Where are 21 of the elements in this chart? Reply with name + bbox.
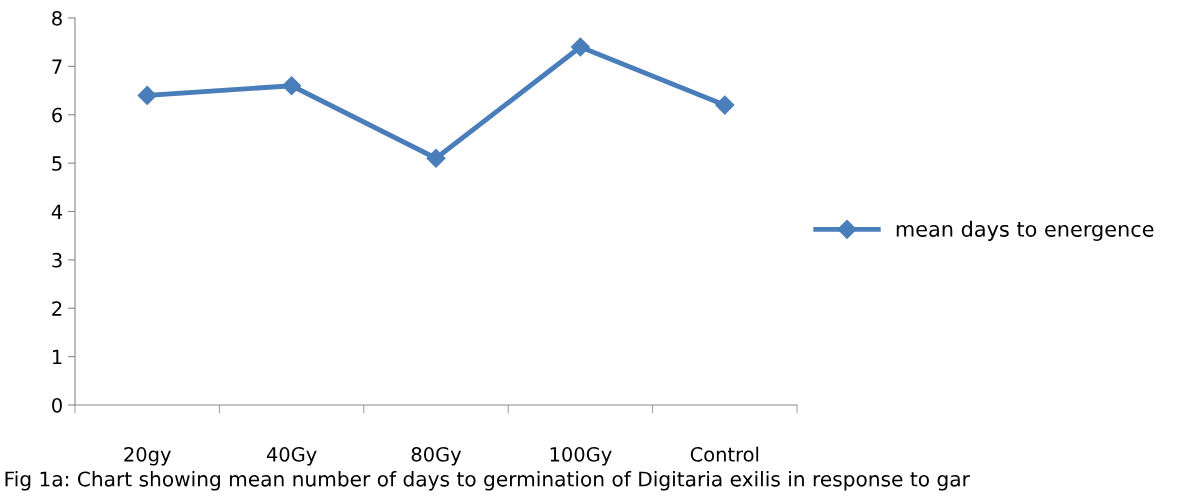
point — [282, 76, 302, 96]
legend-label: mean days to energence — [896, 220, 1154, 241]
caption: Fig 1a: Chart showing mean number of days to germination of Digitaria exilis in response to gar — [5, 471, 970, 491]
y-tick-label: 1 — [52, 349, 62, 365]
point — [426, 148, 446, 168]
y-tick-label: 7 — [52, 59, 62, 74]
point — [715, 95, 735, 115]
y-tick-label: 0 — [52, 397, 62, 413]
y-tick-label: 6 — [52, 107, 62, 123]
y-tick-label: 4 — [51, 204, 63, 219]
x-tick-label: 80Gy — [411, 447, 462, 466]
y-tick-label: 3 — [52, 252, 62, 268]
point — [570, 37, 590, 57]
y-tick-label: 5 — [52, 156, 62, 171]
x-tick-label: 40Gy — [266, 447, 317, 466]
x-tick-label: Control — [690, 446, 759, 462]
y-tick-label: 2 — [52, 301, 62, 316]
point — [137, 85, 157, 105]
y-tick-label: 8 — [52, 10, 62, 26]
x-tick-label: 20gy — [124, 447, 171, 466]
x-tick-label: 100Gy — [550, 447, 612, 466]
